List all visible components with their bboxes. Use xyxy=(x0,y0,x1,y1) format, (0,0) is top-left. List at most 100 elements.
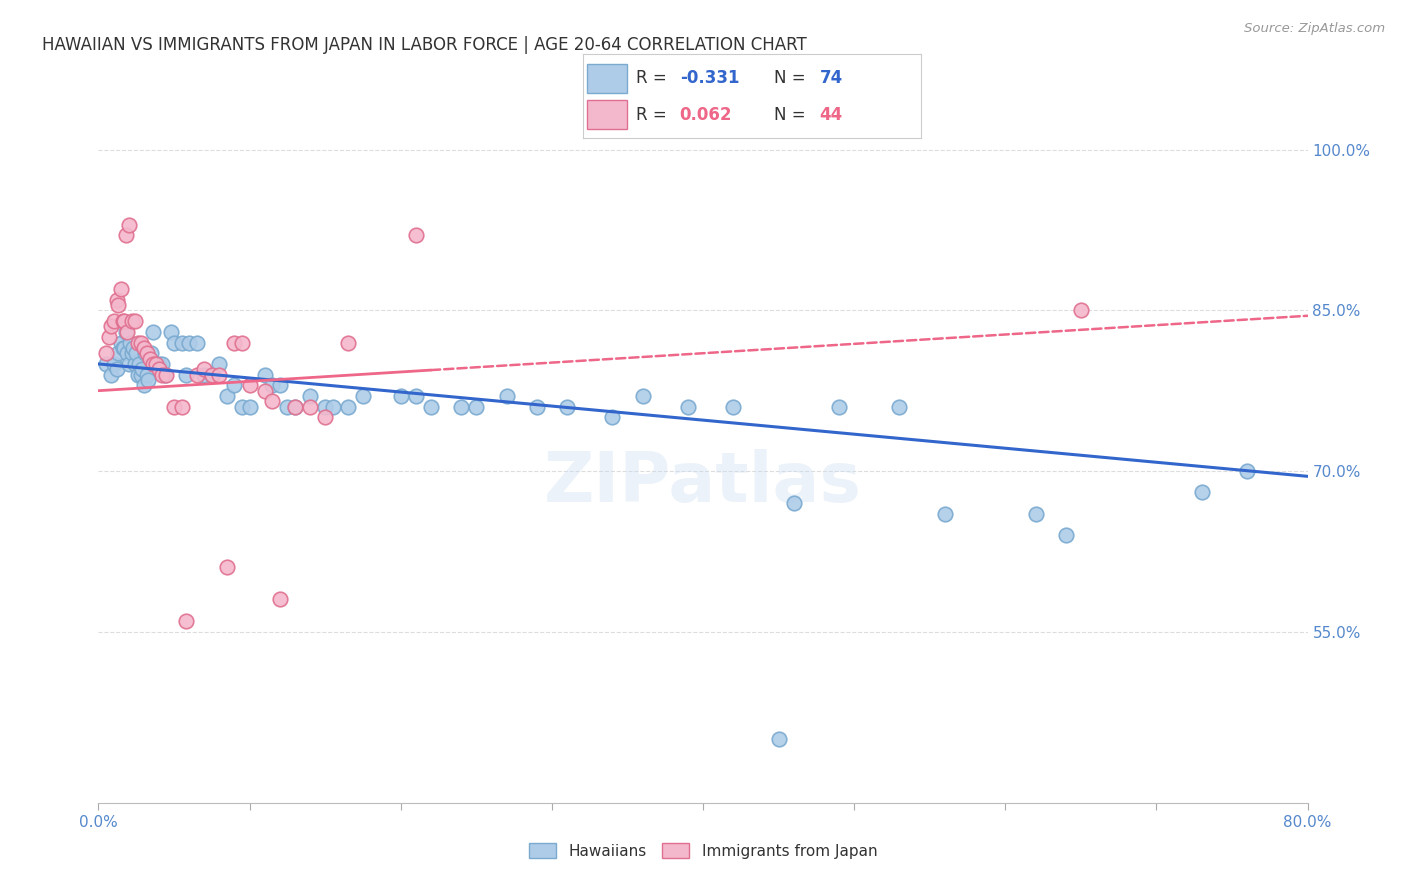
Point xyxy=(231,335,253,350)
Point xyxy=(631,389,654,403)
Text: HAWAIIAN VS IMMIGRANTS FROM JAPAN IN LABOR FORCE | AGE 20-64 CORRELATION CHART: HAWAIIAN VS IMMIGRANTS FROM JAPAN IN LAB… xyxy=(42,36,807,54)
FancyBboxPatch shape xyxy=(586,63,627,93)
Point xyxy=(555,400,578,414)
Point xyxy=(135,368,157,382)
Point xyxy=(676,400,699,414)
Point xyxy=(1070,303,1092,318)
Point xyxy=(150,368,173,382)
Point xyxy=(405,389,427,403)
Point xyxy=(186,368,208,382)
Point xyxy=(129,368,152,382)
Point xyxy=(103,314,125,328)
Point xyxy=(889,400,911,414)
Point xyxy=(115,325,138,339)
Point xyxy=(98,330,121,344)
Point xyxy=(100,368,122,382)
Point xyxy=(253,368,276,382)
Point xyxy=(132,378,155,392)
Point xyxy=(122,341,145,355)
Point xyxy=(129,335,152,350)
Text: R =: R = xyxy=(636,69,666,87)
Point xyxy=(112,341,135,355)
Point xyxy=(124,357,146,371)
Point xyxy=(783,496,806,510)
Point xyxy=(107,346,129,360)
Point xyxy=(239,400,262,414)
Point xyxy=(389,389,412,403)
Point xyxy=(179,335,201,350)
Point xyxy=(107,298,129,312)
Point xyxy=(193,362,215,376)
Point xyxy=(100,319,122,334)
Text: -0.331: -0.331 xyxy=(679,69,740,87)
Point xyxy=(174,368,197,382)
Point xyxy=(352,389,374,403)
Point xyxy=(127,368,149,382)
Point xyxy=(118,357,141,371)
Point xyxy=(1191,485,1213,500)
Text: N =: N = xyxy=(775,105,806,123)
Point xyxy=(114,325,136,339)
Point xyxy=(103,357,125,371)
Point xyxy=(94,346,117,360)
Point xyxy=(405,228,427,243)
Text: R =: R = xyxy=(636,105,666,123)
Point xyxy=(148,362,170,376)
Point xyxy=(314,400,336,414)
Point xyxy=(110,282,132,296)
Point xyxy=(170,335,193,350)
Point xyxy=(768,731,790,746)
Point xyxy=(139,351,162,366)
Point xyxy=(201,368,224,382)
Point xyxy=(111,341,134,355)
Point xyxy=(121,346,143,360)
Point xyxy=(1024,507,1046,521)
Point xyxy=(208,357,231,371)
Point xyxy=(111,314,134,328)
Point xyxy=(132,341,155,355)
Point xyxy=(134,346,156,360)
Point xyxy=(110,335,132,350)
Point xyxy=(215,389,238,403)
Point xyxy=(155,368,177,382)
Text: N =: N = xyxy=(775,69,806,87)
Point xyxy=(224,335,246,350)
Point xyxy=(186,335,208,350)
Point xyxy=(526,400,548,414)
Point xyxy=(215,560,238,574)
Point xyxy=(1236,464,1258,478)
Point xyxy=(231,400,253,414)
Point xyxy=(934,507,956,521)
Point xyxy=(174,614,197,628)
Point xyxy=(1054,528,1077,542)
Point xyxy=(127,335,149,350)
Point xyxy=(114,228,136,243)
Point xyxy=(276,400,298,414)
Point xyxy=(115,346,138,360)
Point xyxy=(125,346,148,360)
Point xyxy=(160,325,183,339)
Point xyxy=(828,400,851,414)
Point xyxy=(105,362,128,376)
Point xyxy=(465,400,488,414)
Point xyxy=(420,400,443,414)
Point xyxy=(142,357,165,371)
Point xyxy=(602,410,624,425)
Point xyxy=(142,325,165,339)
Text: ZIPatlas: ZIPatlas xyxy=(544,450,862,516)
Point xyxy=(262,378,284,392)
Point xyxy=(141,346,163,360)
Point xyxy=(284,400,307,414)
Point xyxy=(136,373,159,387)
Point xyxy=(336,335,359,350)
Point xyxy=(193,368,215,382)
Point xyxy=(128,357,150,371)
Point xyxy=(163,335,186,350)
Point xyxy=(170,400,193,414)
Point xyxy=(124,314,146,328)
Point xyxy=(299,400,322,414)
Point xyxy=(269,592,291,607)
Point xyxy=(131,362,153,376)
FancyBboxPatch shape xyxy=(586,100,627,129)
Point xyxy=(121,314,143,328)
